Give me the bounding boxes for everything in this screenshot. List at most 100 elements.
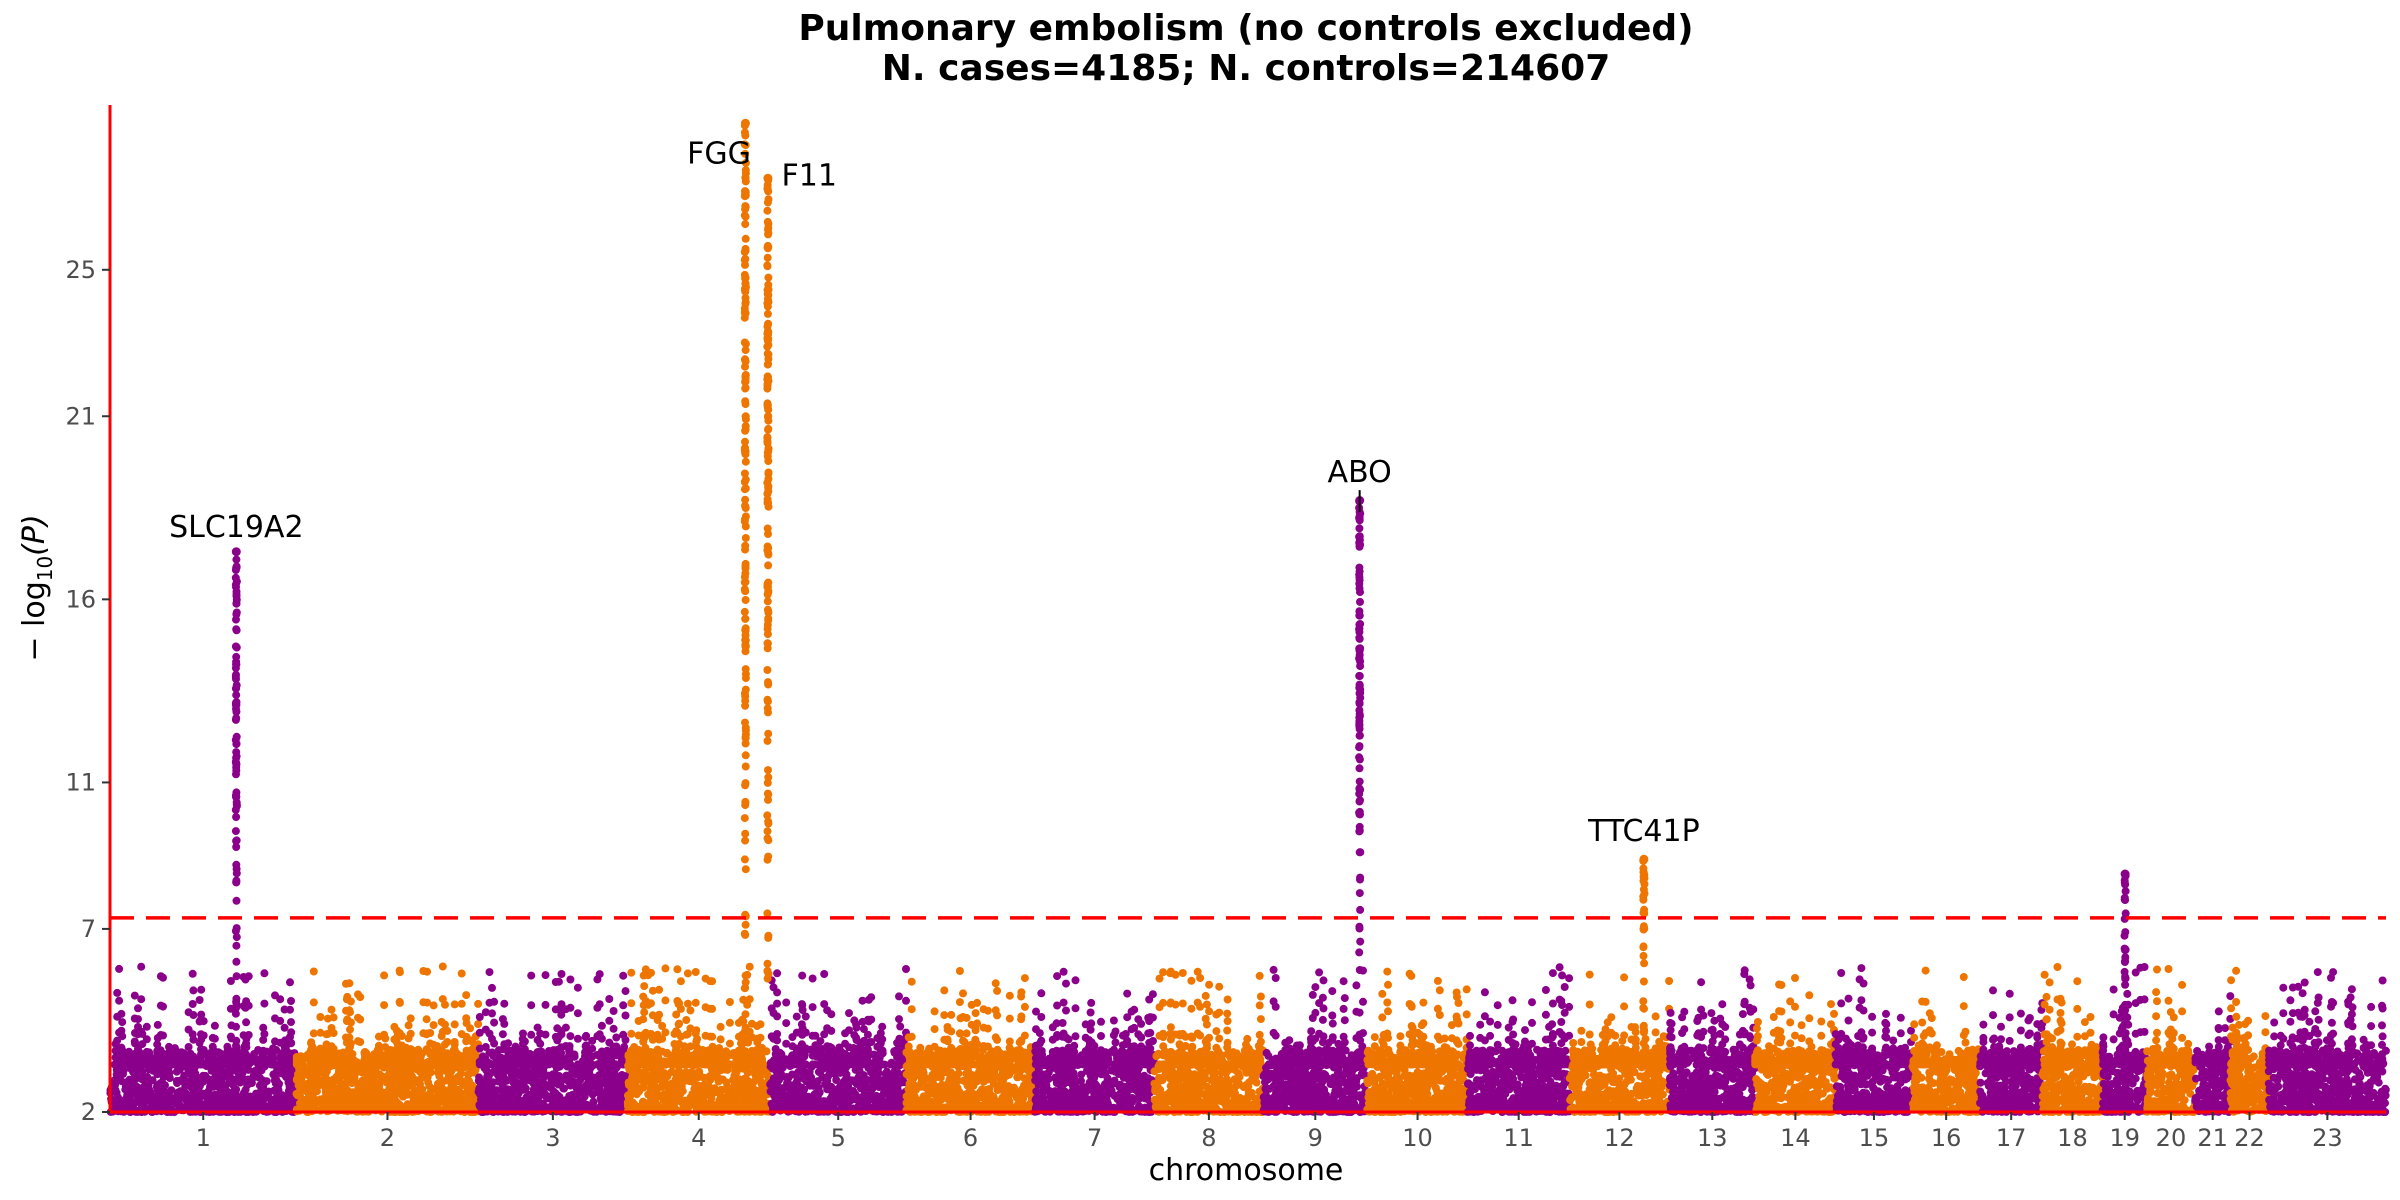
snp-point (527, 1030, 536, 1039)
snp-point (365, 1075, 373, 1084)
snp-point (485, 968, 494, 977)
snp-point (734, 1018, 743, 1027)
snp-point (895, 992, 903, 1001)
snp-point (358, 1082, 367, 1091)
snp-point (302, 1097, 311, 1106)
snp-point (402, 1081, 411, 1090)
snp-point (181, 1082, 190, 1091)
snp-point (796, 1090, 805, 1099)
snp-point (194, 1101, 202, 1110)
snp-point (376, 1077, 385, 1086)
snp-point (414, 1052, 423, 1061)
chart-title: Pulmonary embolism (no controls excluded… (798, 8, 1693, 49)
snp-point (293, 1075, 301, 1083)
snp-point (287, 1018, 295, 1027)
snp-point (640, 1008, 649, 1017)
snp-point (260, 969, 269, 978)
snp-point (588, 1044, 597, 1053)
snp-point (441, 1020, 449, 1029)
snp-point (873, 1034, 882, 1043)
snp-point (778, 1088, 787, 1097)
snp-point (286, 978, 294, 987)
snp-point (605, 1038, 614, 1047)
snp-point (874, 1092, 883, 1101)
snp-point (672, 1096, 681, 1105)
snp-point (753, 1087, 762, 1095)
snp-point (835, 1082, 844, 1091)
snp-point (177, 1048, 186, 1057)
snp-point (570, 1095, 579, 1104)
snp-point (208, 1033, 217, 1042)
snp-point (557, 970, 566, 978)
snp-point (808, 974, 817, 983)
snp-point (434, 1089, 443, 1098)
snp-point (544, 1094, 553, 1103)
snp-point (184, 1067, 193, 1076)
snp-point (286, 1005, 294, 1014)
snp-point (307, 1060, 316, 1069)
snp-point (536, 1039, 545, 1048)
chart-subtitle: N. cases=4185; N. controls=214607 (882, 48, 1611, 89)
snp-point (809, 1081, 818, 1090)
snp-point (316, 1013, 325, 1021)
snp-point (422, 1045, 431, 1054)
snp-point (127, 1051, 136, 1060)
snp-point (322, 1030, 331, 1039)
snp-point (691, 968, 700, 976)
snp-point (783, 1079, 792, 1087)
snp-point (322, 1060, 331, 1069)
snp-point (247, 1095, 256, 1104)
snp-point (402, 1043, 411, 1052)
snp-point (454, 1085, 463, 1094)
snp-point (113, 1012, 122, 1021)
snp-point (142, 1047, 151, 1056)
snp-point (788, 1042, 797, 1051)
snp-point (536, 1060, 545, 1069)
snp-point (744, 1049, 753, 1058)
snp-point (737, 1060, 745, 1069)
snp-point (661, 1028, 670, 1037)
snp-point (329, 1060, 338, 1069)
snp-point (725, 1018, 734, 1027)
snp-point (500, 999, 509, 1008)
snp-point (271, 1037, 279, 1046)
snp-point (342, 979, 350, 988)
snp-point (500, 1060, 509, 1069)
snp-point (773, 999, 782, 1008)
snp-point (798, 971, 807, 980)
snp-point (307, 1053, 316, 1062)
snp-point (641, 965, 650, 974)
snp-point (130, 1060, 139, 1069)
snp-point (137, 962, 146, 971)
snp-point (895, 1043, 904, 1052)
snp-point (186, 1049, 195, 1058)
snp-point (653, 1016, 662, 1024)
snp-point (422, 1015, 431, 1024)
snp-point (825, 1096, 834, 1105)
snp-point (490, 1018, 499, 1027)
snp-point (837, 1051, 846, 1060)
snp-point (380, 1001, 389, 1010)
snp-point (186, 1095, 195, 1104)
snp-point (551, 1091, 560, 1100)
snp-point (271, 1014, 279, 1023)
snp-point (641, 1043, 650, 1052)
snp-point (296, 1052, 305, 1061)
snp-point (676, 977, 685, 986)
snp-point (682, 1030, 691, 1039)
snp-point (197, 1045, 205, 1054)
snp-point (737, 1053, 745, 1062)
snp-point (223, 1094, 232, 1103)
snp-point (773, 1036, 782, 1045)
snp-point (316, 1080, 325, 1089)
snp-point (392, 1060, 401, 1069)
snp-point (566, 975, 575, 984)
snp-point (260, 999, 269, 1008)
snp-point (423, 1060, 432, 1069)
snp-point (589, 1082, 598, 1091)
snp-point (118, 1099, 127, 1108)
snp-point (392, 1026, 401, 1035)
snp-point (771, 1045, 780, 1053)
snp-point (845, 1026, 853, 1035)
snp-point (876, 1082, 885, 1091)
